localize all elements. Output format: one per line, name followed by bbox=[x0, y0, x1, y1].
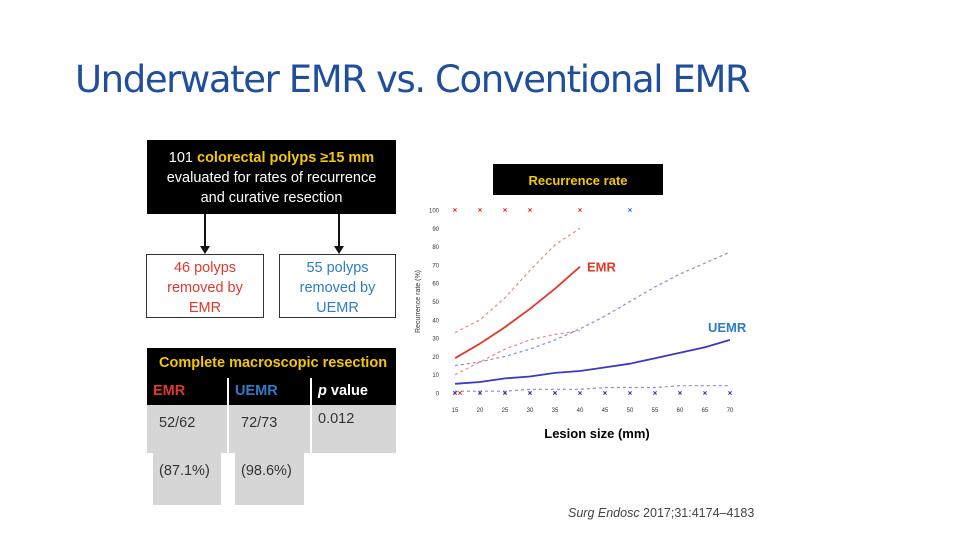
event-mark-emr-recurrence bbox=[503, 208, 507, 212]
event-mark-emr-no-recurrence bbox=[458, 391, 462, 395]
event-mark-uemr-recurrence bbox=[628, 208, 632, 212]
y-tick-label: 60 bbox=[432, 282, 439, 288]
uemr-group-line-3: UEMR bbox=[316, 300, 359, 316]
series-line-uemr bbox=[454, 339, 731, 385]
cell-emr-percent: (87.1%) bbox=[153, 457, 221, 505]
event-mark-uemr-no-recurrence bbox=[603, 391, 607, 395]
event-mark-uemr-no-recurrence bbox=[478, 391, 482, 395]
polyp-criteria: colorectal polyps ≥15 mm bbox=[197, 150, 375, 166]
arrow-to-emr bbox=[204, 214, 206, 246]
uemr-group-line-2: removed by bbox=[299, 280, 376, 296]
resection-table: Complete macroscopic resection EMR UEMR … bbox=[147, 348, 396, 505]
x-tick-label: 35 bbox=[552, 408, 559, 414]
y-tick-label: 30 bbox=[432, 337, 439, 343]
uemr-group-box: 55 polyps removed by UEMR bbox=[279, 254, 396, 318]
x-tick-label: 50 bbox=[627, 408, 634, 414]
arrow-to-uemr bbox=[338, 214, 340, 246]
study-summary-line-3: and curative resection bbox=[200, 190, 343, 206]
resection-table-row: 52/62 (87.1%) 72/73 (98.6%) 0.012 bbox=[147, 405, 396, 505]
y-axis-label: Recurrence rate (%) bbox=[415, 270, 422, 333]
x-axis-label: Lesion size (mm) bbox=[544, 426, 649, 441]
header-p-value: p value bbox=[312, 378, 396, 405]
event-mark-emr-recurrence bbox=[578, 208, 582, 212]
event-mark-emr-recurrence bbox=[528, 208, 532, 212]
y-tick-label: 100 bbox=[429, 209, 440, 215]
series-line-uemr-lower-95-ci bbox=[455, 385, 730, 392]
cell-emr: 52/62 (87.1%) bbox=[147, 405, 229, 505]
event-mark-uemr-no-recurrence bbox=[453, 391, 457, 395]
header-emr: EMR bbox=[147, 378, 229, 405]
series-line-emr-upper-95-ci bbox=[454, 227, 581, 334]
emr-group-line-2: removed by bbox=[167, 280, 243, 296]
header-p-rest: value bbox=[326, 383, 368, 399]
cell-uemr-percent: (98.6%) bbox=[235, 457, 304, 505]
resection-table-header: EMR UEMR p value bbox=[147, 378, 396, 405]
event-mark-uemr-no-recurrence bbox=[578, 391, 582, 395]
x-tick-label: 20 bbox=[477, 408, 484, 414]
x-tick-label: 70 bbox=[727, 408, 734, 414]
study-summary-line-2: evaluated for rates of recurrence bbox=[166, 170, 377, 186]
x-tick-label: 15 bbox=[452, 408, 459, 414]
series-label-emr: EMR bbox=[587, 260, 617, 275]
cell-p-value: 0.012 bbox=[312, 405, 396, 453]
chart-title: Recurrence rate bbox=[529, 173, 628, 188]
x-tick-label: 25 bbox=[502, 408, 509, 414]
x-tick-label: 55 bbox=[652, 408, 659, 414]
x-tick-label: 45 bbox=[602, 408, 609, 414]
cell-uemr: 72/73 (98.6%) bbox=[229, 405, 312, 505]
polyp-count: 101 bbox=[168, 150, 193, 166]
y-tick-label: 20 bbox=[432, 355, 439, 361]
y-tick-label: 10 bbox=[432, 373, 439, 379]
y-tick-label: 90 bbox=[432, 227, 439, 233]
emr-group-box: 46 polyps removed by EMR bbox=[146, 254, 264, 318]
uemr-group-line-1: 55 polyps bbox=[306, 260, 369, 276]
cell-emr-count: 52/62 bbox=[153, 409, 221, 457]
event-mark-uemr-no-recurrence bbox=[703, 391, 707, 395]
event-mark-uemr-no-recurrence bbox=[653, 391, 657, 395]
arrow-to-uemr-head bbox=[334, 246, 344, 254]
y-tick-label: 70 bbox=[432, 263, 439, 269]
x-tick-label: 40 bbox=[577, 408, 584, 414]
y-tick-label: 80 bbox=[432, 245, 439, 251]
slide-title: Underwater EMR vs. Conventional EMR bbox=[75, 58, 751, 101]
y-tick-label: 50 bbox=[432, 300, 439, 306]
chart-title-box bbox=[493, 164, 663, 195]
study-summary-line-1: 101 colorectal polyps ≥15 mm bbox=[147, 148, 396, 168]
recurrence-chart: Recurrence rate Recurrence rate (%) Lesi… bbox=[415, 164, 747, 441]
header-uemr: UEMR bbox=[229, 378, 312, 405]
citation-details: 2017;31:4174–4183 bbox=[639, 506, 755, 520]
study-summary-box: 101 colorectal polyps ≥15 mm evaluated f… bbox=[147, 140, 396, 214]
event-mark-uemr-no-recurrence bbox=[628, 391, 632, 395]
series-line-uemr-upper-95-ci bbox=[454, 251, 731, 367]
x-tick-label: 30 bbox=[527, 408, 534, 414]
series-line-emr bbox=[454, 266, 581, 359]
event-mark-uemr-no-recurrence bbox=[553, 391, 557, 395]
event-mark-uemr-no-recurrence bbox=[503, 391, 507, 395]
citation: Surg Endosc 2017;31:4174–4183 bbox=[568, 506, 754, 520]
y-tick-label: 40 bbox=[432, 318, 439, 324]
y-tick-label: 0 bbox=[436, 392, 440, 398]
x-tick-label: 65 bbox=[702, 408, 709, 414]
event-mark-uemr-no-recurrence bbox=[678, 391, 682, 395]
arrow-to-emr-head bbox=[200, 246, 210, 254]
event-mark-emr-recurrence bbox=[453, 208, 457, 212]
cell-uemr-count: 72/73 bbox=[235, 409, 304, 457]
series-label-uemr: UEMR bbox=[708, 320, 747, 335]
resection-table-title: Complete macroscopic resection bbox=[147, 348, 396, 378]
event-mark-uemr-no-recurrence bbox=[528, 391, 532, 395]
event-mark-emr-recurrence bbox=[478, 208, 482, 212]
x-tick-label: 60 bbox=[677, 408, 684, 414]
header-p-italic: p bbox=[318, 383, 327, 399]
emr-group-line-1: 46 polyps bbox=[173, 260, 237, 276]
event-mark-uemr-no-recurrence bbox=[728, 391, 732, 395]
citation-journal: Surg Endosc bbox=[568, 506, 640, 520]
emr-group-line-3: EMR bbox=[188, 300, 222, 316]
